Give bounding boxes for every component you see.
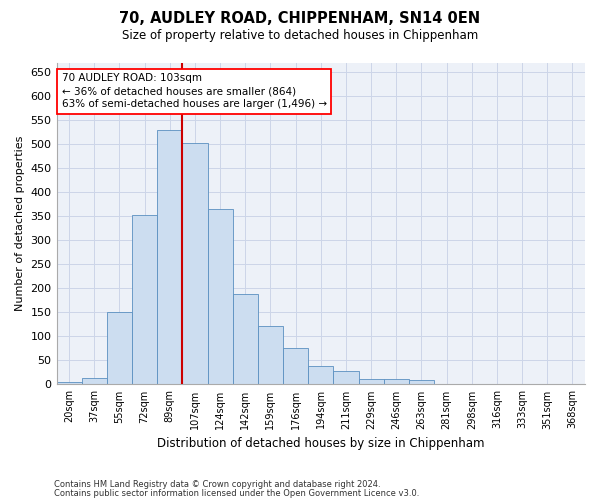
Bar bbox=[107, 312, 132, 384]
Bar bbox=[56, 382, 82, 384]
Bar bbox=[182, 143, 208, 384]
Y-axis label: Number of detached properties: Number of detached properties bbox=[15, 136, 25, 311]
Text: Size of property relative to detached houses in Chippenham: Size of property relative to detached ho… bbox=[122, 29, 478, 42]
Bar bbox=[409, 380, 434, 384]
Bar bbox=[383, 378, 409, 384]
Bar bbox=[132, 215, 157, 384]
Bar bbox=[308, 366, 334, 384]
Bar bbox=[334, 372, 359, 384]
Text: Contains HM Land Registry data © Crown copyright and database right 2024.: Contains HM Land Registry data © Crown c… bbox=[54, 480, 380, 489]
Text: Contains public sector information licensed under the Open Government Licence v3: Contains public sector information licen… bbox=[54, 489, 419, 498]
Text: 70 AUDLEY ROAD: 103sqm
← 36% of detached houses are smaller (864)
63% of semi-de: 70 AUDLEY ROAD: 103sqm ← 36% of detached… bbox=[62, 73, 326, 110]
Bar bbox=[208, 209, 233, 384]
Bar bbox=[258, 326, 283, 384]
Bar bbox=[157, 130, 182, 384]
Bar bbox=[283, 348, 308, 384]
X-axis label: Distribution of detached houses by size in Chippenham: Distribution of detached houses by size … bbox=[157, 437, 485, 450]
Bar bbox=[359, 378, 383, 384]
Text: 70, AUDLEY ROAD, CHIPPENHAM, SN14 0EN: 70, AUDLEY ROAD, CHIPPENHAM, SN14 0EN bbox=[119, 11, 481, 26]
Bar bbox=[82, 378, 107, 384]
Bar bbox=[233, 294, 258, 384]
